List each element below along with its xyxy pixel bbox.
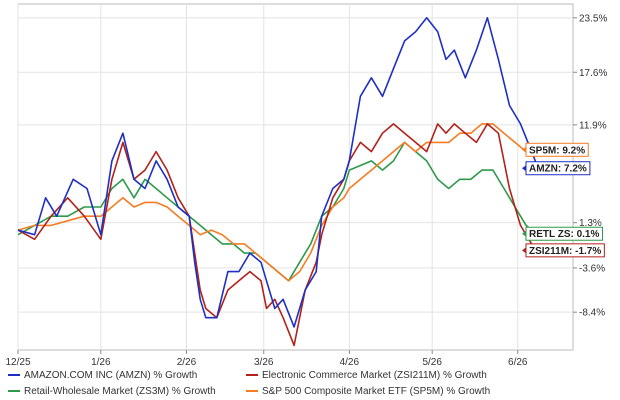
plot-area <box>17 3 574 351</box>
series-line-zs3m <box>17 141 549 282</box>
legend-label-zs3m: Retail-Wholesale Market (ZS3M) % Growth <box>24 386 216 397</box>
legend-item-zs3m: Retail-Wholesale Market (ZS3M) % Growth <box>8 386 216 397</box>
end-label-amzn: AMZN: 7.2% <box>522 161 591 176</box>
end-labels: AMZN: 7.2% ZSI211M: -1.7% RETL ZS: 0.1% SP5… <box>522 142 605 258</box>
end-label-zs3m: RETL ZS: 0.1% <box>522 226 603 241</box>
legend-item-zsi211m: Electronic Commerce Market (ZSI211M) % G… <box>246 370 487 381</box>
series-line-sp5m <box>17 123 549 282</box>
x-tick-label: 4/26 <box>340 357 360 368</box>
legend-swatch-zs3m <box>8 390 20 393</box>
end-label-text-zs3m: RETL ZS: 0.1% <box>529 229 599 240</box>
series-lines <box>17 16 549 347</box>
y-tick-label: 1.3% <box>579 218 602 229</box>
x-tick-label: 6/26 <box>508 357 528 368</box>
end-label-pointer-sp5m <box>522 146 526 153</box>
legend-item-amzn: AMAZON.COM INC (AMZN) % Growth <box>8 370 197 381</box>
y-tick-label: 23.5% <box>579 13 607 24</box>
end-label-text-amzn: AMZN: 7.2% <box>529 164 587 175</box>
legend-label-sp5m: S&P 500 Composite Market ETF (SP5M) % Gr… <box>262 386 491 397</box>
y-tick-label: -3.6% <box>579 263 605 274</box>
x-tick-label: 3/26 <box>254 357 274 368</box>
end-label-pointer-zs3m <box>522 230 526 237</box>
chart: 23.5% 17.6% 11.9% 1.3% -3.6% -8.4% 12/25 1/26 2… <box>5 3 607 368</box>
end-label-pointer-amzn <box>522 165 526 172</box>
x-axis-ticks: 12/25 1/26 2/26 3/26 4/26 5/26 6/26 <box>5 350 528 368</box>
y-axis-ticks: 23.5% 17.6% 11.9% 1.3% -3.6% -8.4% <box>573 13 607 319</box>
y-tick-label: -8.4% <box>579 308 605 319</box>
legend-label-zsi211m: Electronic Commerce Market (ZSI211M) % G… <box>262 370 487 381</box>
series-line-zsi211m <box>17 123 549 347</box>
y-tick-label: 17.6% <box>579 68 607 79</box>
end-label-text-zsi211m: ZSI211M: -1.7% <box>529 246 601 257</box>
x-tick-label: 2/26 <box>177 357 197 368</box>
legend-label-amzn: AMAZON.COM INC (AMZN) % Growth <box>24 370 198 381</box>
y-tick-label: 11.9% <box>579 120 607 131</box>
legend-swatch-sp5m <box>246 390 258 393</box>
series-line-amzn <box>17 16 549 328</box>
x-tick-label: 12/25 <box>5 357 30 368</box>
x-tick-label: 1/26 <box>91 357 111 368</box>
legend-item-sp5m: S&P 500 Composite Market ETF (SP5M) % Gr… <box>246 386 490 397</box>
end-label-pointer-zsi211m <box>522 247 526 254</box>
legend-swatch-zsi211m <box>246 374 258 377</box>
grid-lines <box>17 4 573 350</box>
legend-swatch-amzn <box>8 374 20 377</box>
end-label-zsi211m: ZSI211M: -1.7% <box>522 243 605 258</box>
end-label-text-sp5m: SP5M: 9.2% <box>529 145 585 156</box>
x-tick-label: 5/26 <box>422 357 442 368</box>
end-label-sp5m: SP5M: 9.2% <box>522 142 589 157</box>
